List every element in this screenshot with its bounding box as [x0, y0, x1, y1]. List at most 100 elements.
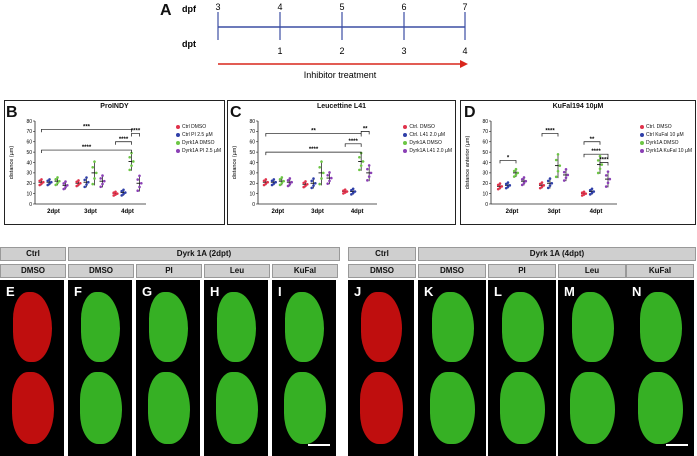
data-point: [318, 182, 321, 186]
header-dyrk-2dpt: Dyrk 1A (2dpt): [68, 247, 340, 261]
tissue-upper: [571, 292, 614, 362]
data-point: [77, 179, 80, 182]
data-point: [522, 176, 526, 179]
data-point: [516, 171, 520, 175]
data-point: [588, 193, 592, 196]
data-point: [62, 187, 65, 191]
microscopy-image-f: F: [68, 280, 132, 456]
data-point: [114, 190, 117, 194]
subheader-2dpt: DMSO: [68, 264, 134, 278]
data-point: [506, 185, 510, 189]
header-dmso-2: DMSO: [348, 264, 416, 278]
data-point: [77, 183, 80, 186]
significance-label: *: [507, 155, 510, 161]
data-point: [520, 183, 524, 187]
x-tick-label: 2dpt: [271, 209, 284, 215]
data-point: [514, 167, 518, 171]
significance-label: ****: [591, 149, 601, 155]
tile-letter: G: [142, 284, 153, 299]
x-tick-label: 4dpt: [121, 209, 134, 215]
microscopy-image-e: E: [0, 280, 64, 456]
data-point: [512, 169, 516, 173]
data-point: [101, 182, 104, 186]
data-point: [498, 182, 502, 185]
significance-bracket: [499, 160, 517, 164]
data-point: [367, 175, 371, 178]
data-point: [584, 192, 588, 195]
data-point: [58, 179, 61, 183]
legend-label: Ctrl. L41 2.0 µM: [409, 132, 446, 138]
significance-label: ****: [131, 128, 141, 134]
data-point: [138, 185, 141, 189]
chart-plot: distance (µm) 0 10 20 30 40 50 60 70 80 2dpt 3dpt 4d…: [9, 119, 146, 215]
data-point: [554, 158, 558, 162]
data-point: [136, 189, 139, 193]
y-tick-label: 0: [252, 202, 255, 208]
data-point: [500, 185, 504, 188]
data-point: [85, 176, 88, 179]
data-point: [351, 187, 355, 191]
data-point: [122, 188, 125, 192]
data-point: [93, 160, 96, 163]
chart-plot: distance anterior (µm) 0 10 20 30 40 50 60 70 80 2…: [465, 119, 617, 215]
legend-entry: Dyrk1A KuFal 10 µM: [640, 147, 692, 155]
tissue-upper: [80, 292, 121, 362]
data-point: [608, 177, 612, 181]
data-point: [556, 169, 560, 173]
significance-label: ****: [82, 145, 92, 151]
significance-label: ****: [348, 139, 358, 145]
data-point: [302, 185, 305, 189]
x-tick-label: 2dpt: [47, 209, 60, 215]
y-tick-label: 40: [482, 160, 488, 166]
legend-label: Ctrl PI 2.5 µM: [181, 132, 213, 138]
significance-label: **: [311, 128, 316, 134]
tile-letter: N: [632, 284, 642, 299]
chart-title: Leucettine L41: [316, 103, 366, 110]
y-tick-label: 70: [26, 129, 32, 135]
data-point: [328, 179, 331, 183]
data-point: [330, 176, 333, 180]
x-tick-label: 2dpt: [506, 209, 519, 215]
data-point: [75, 184, 78, 188]
data-point: [304, 180, 307, 183]
data-point: [353, 190, 357, 193]
legend-marker: [640, 133, 645, 137]
data-point: [288, 182, 292, 186]
data-point: [566, 173, 570, 177]
tissue-lower: [500, 372, 546, 444]
data-point: [83, 185, 86, 189]
significance-bracket: [344, 143, 362, 147]
data-point: [91, 165, 94, 169]
y-tick-label: 40: [249, 160, 255, 166]
header-ctrl-2: Ctrl: [348, 247, 416, 261]
data-point: [274, 180, 277, 184]
data-point: [546, 186, 550, 190]
data-point: [596, 171, 600, 175]
microscopy-image-h: H: [204, 280, 268, 456]
data-point: [280, 181, 284, 185]
data-point: [50, 180, 53, 184]
data-point: [520, 178, 524, 181]
y-tick-label: 0: [29, 202, 32, 208]
data-point: [322, 171, 325, 175]
data-point: [540, 181, 544, 184]
data-point: [56, 176, 59, 179]
data-point: [328, 171, 331, 174]
data-point: [310, 186, 313, 190]
data-point: [369, 171, 373, 175]
data-point: [272, 178, 276, 181]
header-dyrk-4dpt: Dyrk 1A (4dpt): [418, 247, 696, 261]
data-point: [312, 177, 315, 180]
tissue-upper: [639, 292, 682, 362]
treatment-arrowhead: [460, 60, 468, 68]
data-point: [124, 191, 127, 194]
y-tick-label: 0: [485, 202, 488, 208]
y-axis-label: distance (µm): [232, 146, 238, 180]
significance-label: **: [590, 137, 595, 143]
data-point: [320, 160, 323, 163]
data-point: [79, 181, 82, 185]
data-point: [343, 188, 347, 191]
chart-title: ProINDY: [100, 103, 129, 110]
dpt-tick-label: 4: [462, 46, 467, 56]
data-point: [598, 167, 602, 171]
